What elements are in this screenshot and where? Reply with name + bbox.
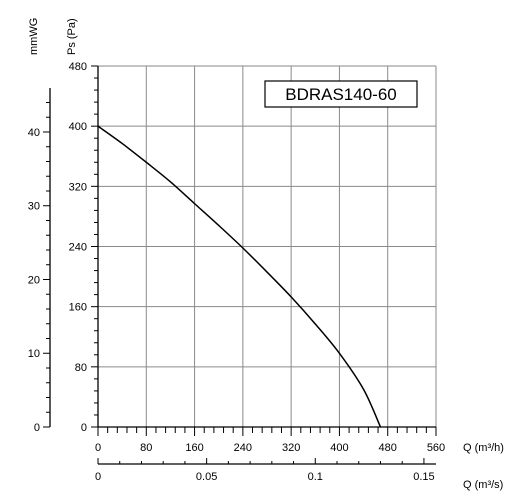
x2-tick-label: 0.05: [196, 471, 217, 483]
curve-data-point: [362, 388, 365, 390]
y-tick-label: 400: [69, 121, 87, 133]
x-tick-label: 0: [95, 442, 101, 454]
y2-tick-label: 30: [28, 201, 40, 213]
y2-tick-label: 20: [28, 274, 40, 286]
curve-data-point: [290, 296, 292, 298]
curve-data-point: [314, 323, 316, 325]
x-axis-title: Q (m³/h): [463, 442, 504, 454]
curve-data-point: [121, 142, 123, 145]
curve-data-point: [266, 271, 268, 273]
curve-data-point: [145, 161, 147, 163]
y-tick-label: 320: [69, 181, 87, 193]
model-label-box: BDRAS140-60: [264, 80, 418, 108]
y2-tick-label: 0: [34, 422, 40, 434]
model-label: BDRAS140-60: [285, 85, 397, 104]
x2-axis-title: Q (m³/s): [463, 479, 503, 491]
curve-data-point: [338, 352, 341, 354]
model-label-frame: [264, 80, 418, 108]
y-tick-label: 240: [69, 242, 87, 254]
curve-data-point: [218, 224, 220, 227]
x-tick-label: 80: [140, 442, 152, 454]
x-tick-label: 560: [427, 442, 445, 454]
x-tick-label: 400: [330, 442, 348, 454]
x2-tick-label: 0: [95, 471, 101, 483]
grid: [98, 65, 437, 427]
performance-curve: [97, 125, 382, 428]
x-tick-label: 320: [282, 442, 300, 454]
y-tick-label: 0: [81, 422, 87, 434]
y-tick-label: 480: [69, 61, 87, 73]
x-tick-label: 480: [379, 442, 397, 454]
curve-data-point: [242, 247, 244, 249]
x-tick-label: 160: [185, 442, 203, 454]
x2-tick-label: 0.15: [413, 471, 434, 483]
x2-tick-label: 0.1: [308, 471, 323, 483]
y2-tick-label: 10: [28, 348, 40, 360]
y-tick-label: 160: [69, 302, 87, 314]
x-tick-label: 240: [234, 442, 252, 454]
y-tick-label: 80: [75, 362, 87, 374]
curve-layer: [97, 125, 382, 428]
y2-axis-title: mmWG: [28, 18, 40, 55]
curve-data-point: [193, 203, 196, 205]
curve-data-point: [169, 181, 172, 183]
y-axis-title: Ps (Pa): [66, 18, 78, 55]
y2-tick-label: 40: [28, 127, 40, 139]
